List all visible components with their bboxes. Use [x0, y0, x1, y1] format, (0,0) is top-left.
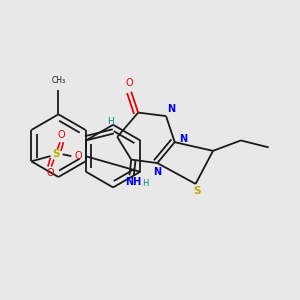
Text: S: S [52, 149, 59, 159]
Text: N: N [167, 104, 175, 114]
Text: O: O [126, 78, 133, 88]
Text: O: O [74, 151, 82, 161]
Text: O: O [46, 169, 54, 178]
Text: H: H [107, 117, 114, 126]
Text: O: O [57, 130, 65, 140]
Text: N: N [179, 134, 188, 144]
Text: H: H [142, 179, 148, 188]
Text: N: N [153, 167, 161, 177]
Text: NH: NH [125, 177, 141, 187]
Text: CH₃: CH₃ [51, 76, 65, 85]
Text: S: S [194, 186, 201, 196]
